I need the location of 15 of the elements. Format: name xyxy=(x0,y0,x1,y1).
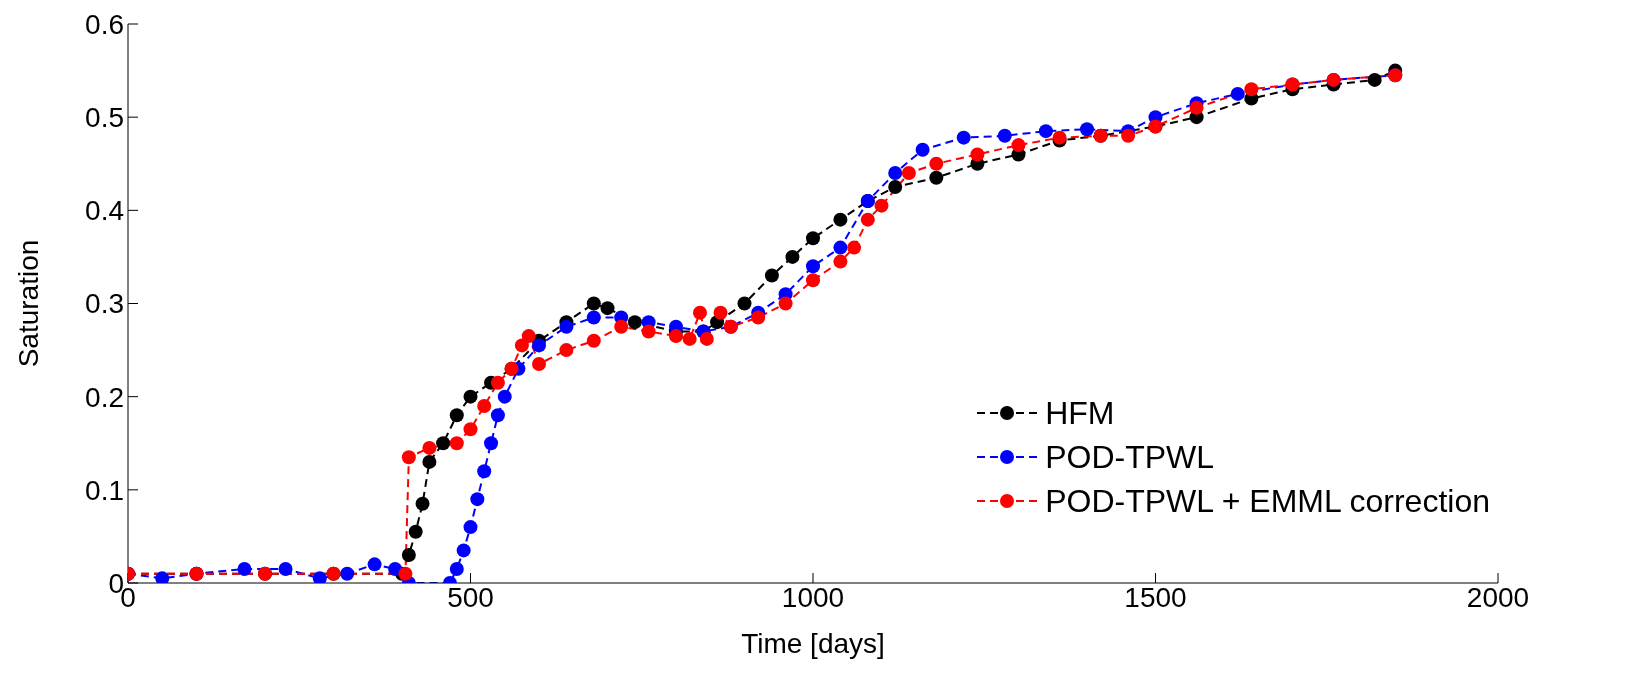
x-tick-label: 500 xyxy=(447,581,494,613)
y-axis-title: Saturation xyxy=(12,239,44,368)
x-tick-label: 1000 xyxy=(781,581,845,613)
legend-label: POD-TPWL + EMML correction xyxy=(1045,482,1490,521)
x-tick-label: 1500 xyxy=(1124,581,1187,613)
x-axis-title: Time [days] xyxy=(741,628,885,659)
legend-label: POD-TPWL xyxy=(1045,438,1215,477)
x-tick-label: 2000 xyxy=(1466,581,1530,613)
y-tick-label: 0.3 xyxy=(85,288,124,320)
y-tick-label: 0.2 xyxy=(85,381,124,413)
y-tick-label: 0.5 xyxy=(85,102,124,134)
y-tick-label: 0.4 xyxy=(85,195,124,227)
y-tick-label: 0.1 xyxy=(85,474,124,506)
legend-label: HFM xyxy=(1045,394,1115,433)
y-tick-label: 0.6 xyxy=(85,8,124,40)
